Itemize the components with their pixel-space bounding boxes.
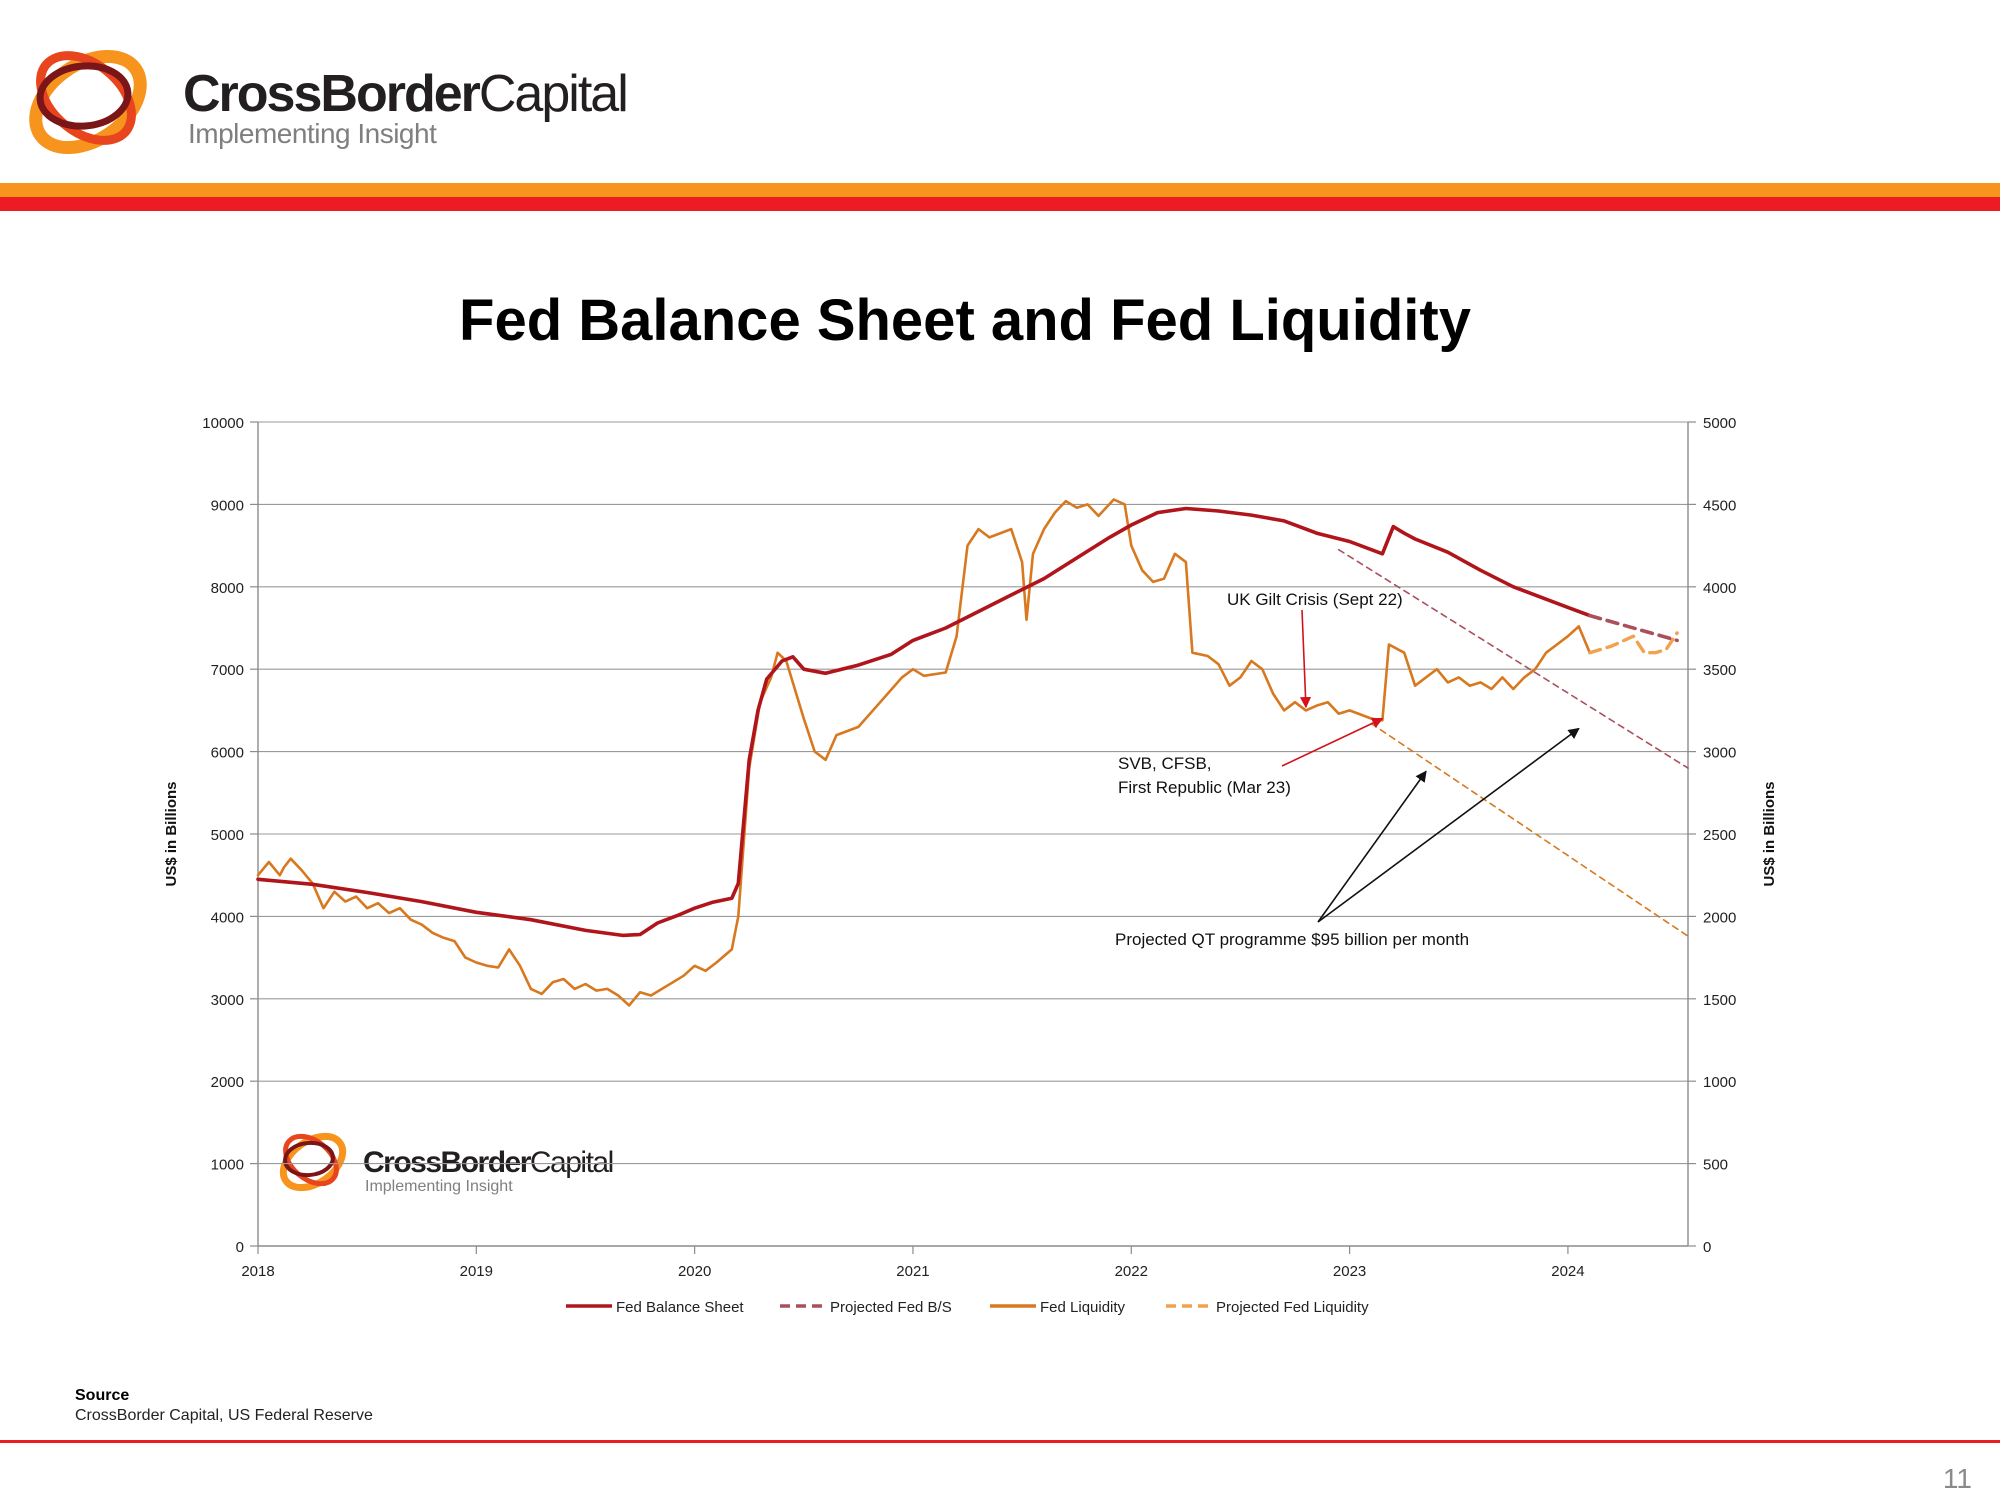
y-tick-label: 6000 <box>211 745 244 762</box>
header-stripe-red <box>0 197 2000 211</box>
y-axis-label: US$ in Billions <box>163 781 180 886</box>
y2-axis-label: US$ in Billions <box>1761 781 1778 886</box>
annotation-text: SVB, CFSB, <box>1118 754 1212 773</box>
y-tick-label: 10000 <box>202 415 244 432</box>
watermark-brand-bold: CrossBorder <box>363 1146 532 1179</box>
watermark-logo-icon <box>279 1132 347 1192</box>
series-line-projected-fed-liquidity <box>1588 631 1679 655</box>
crossborder-logo-icon <box>29 49 147 155</box>
x-tick-label: 2020 <box>678 1263 711 1280</box>
annotation-arrow <box>1299 609 1312 709</box>
y2-tick-label: 4500 <box>1703 497 1736 514</box>
annotation-text: First Republic (Mar 23) <box>1118 778 1291 797</box>
source-label: Source <box>75 1387 130 1404</box>
x-tick-label: 2021 <box>896 1263 929 1280</box>
series-line-projected-fed-b-s <box>1588 613 1679 643</box>
x-tick-label: 2023 <box>1333 1263 1366 1280</box>
y-tick-label: 5000 <box>211 827 244 844</box>
legend-label: Fed Liquidity <box>1040 1299 1126 1316</box>
watermark-brand: CrossBorderCapital <box>363 1146 613 1179</box>
y-tick-label: 9000 <box>211 497 244 514</box>
brand-name-light: Capital <box>478 65 629 123</box>
page-title: Fed Balance Sheet and Fed Liquidity <box>459 288 1471 353</box>
footer-divider <box>0 1440 2000 1443</box>
y-tick-label: 7000 <box>211 662 244 679</box>
y2-tick-label: 3500 <box>1703 662 1736 679</box>
y-tick-label: 8000 <box>211 580 244 597</box>
y-tick-label: 1000 <box>211 1157 244 1174</box>
y-tick-label: 0 <box>236 1239 244 1256</box>
y-tick-label: 2000 <box>211 1074 244 1091</box>
y2-tick-label: 3000 <box>1703 745 1736 762</box>
legend-label: Fed Balance Sheet <box>616 1299 744 1316</box>
y2-tick-label: 2500 <box>1703 827 1736 844</box>
y2-tick-label: 500 <box>1703 1157 1728 1174</box>
x-tick-label: 2019 <box>460 1263 493 1280</box>
x-tick-label: 2024 <box>1551 1263 1584 1280</box>
source-text: CrossBorder Capital, US Federal Reserve <box>75 1407 373 1424</box>
y-tick-label: 4000 <box>211 909 244 926</box>
y2-tick-label: 0 <box>1703 1239 1711 1256</box>
y2-tick-label: 2000 <box>1703 909 1736 926</box>
series-line-fed-balance-sheet <box>256 506 1592 938</box>
y2-tick-label: 5000 <box>1703 415 1736 432</box>
watermark-tagline: Implementing Insight <box>365 1178 513 1195</box>
annotation-arrow <box>1317 770 1427 923</box>
header-stripe-orange <box>0 183 2000 197</box>
chart-watermark: CrossBorderCapital Implementing Insight <box>262 1108 614 1218</box>
y2-tick-label: 1500 <box>1703 992 1736 1009</box>
series-line-projected-qt-programme-liquidity <box>1370 722 1689 937</box>
x-tick-label: 2018 <box>241 1263 274 1280</box>
legend-label: Projected Fed Liquidity <box>1216 1299 1369 1316</box>
brand-name-bold: CrossBorder <box>183 65 481 123</box>
page-number: 11 <box>1942 1463 1972 1494</box>
annotation-arrow <box>1281 717 1384 767</box>
chart-layer: 0100020003000400050006000700080009000100… <box>163 415 1778 1316</box>
series-line-projected-qt-programme-balance-sheet <box>1337 548 1689 769</box>
brand-name: CrossBorderCapital <box>183 65 629 123</box>
annotation-text: UK Gilt Crisis (Sept 22) <box>1227 590 1403 609</box>
y-tick-label: 3000 <box>211 992 244 1009</box>
watermark-brand-light: Capital <box>530 1146 613 1179</box>
annotation-text: Projected QT programme $95 billion per m… <box>1115 930 1469 949</box>
y2-tick-label: 4000 <box>1703 580 1736 597</box>
legend-label: Projected Fed B/S <box>830 1299 952 1316</box>
y2-tick-label: 1000 <box>1703 1074 1736 1091</box>
annotation-arrow <box>1317 727 1580 923</box>
header: CrossBorderCapital Implementing Insight <box>0 0 2000 215</box>
brand-tagline: Implementing Insight <box>188 118 437 149</box>
x-tick-label: 2022 <box>1115 1263 1148 1280</box>
